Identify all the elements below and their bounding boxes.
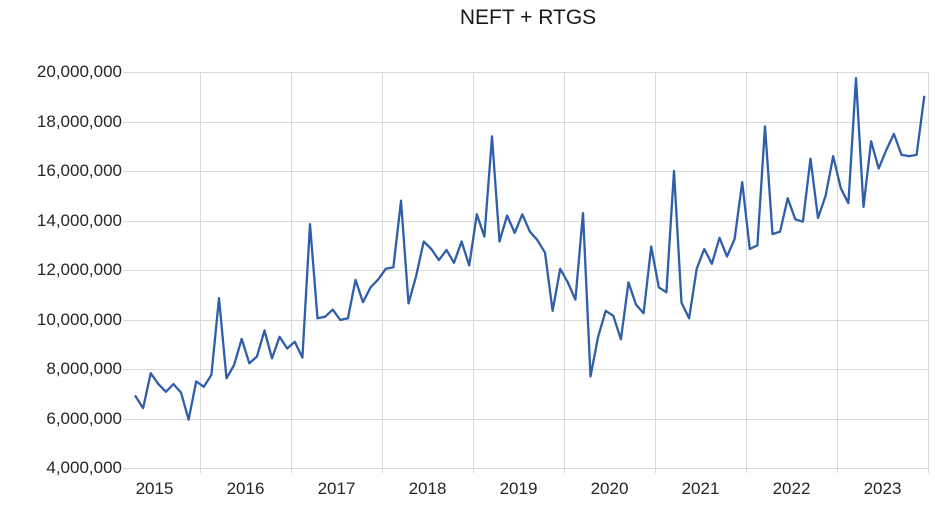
x-tick-label: 2015 (135, 479, 174, 498)
y-tick-label: 8,000,000 (46, 359, 122, 378)
y-tick-label: 16,000,000 (36, 161, 122, 180)
y-tick-label: 6,000,000 (46, 408, 122, 428)
y-tick-label: 12,000,000 (36, 260, 122, 279)
x-tick-label: 2019 (499, 479, 538, 498)
y-tick-label: 18,000,000 (36, 111, 122, 131)
y-tick-label: 10,000,000 (36, 309, 122, 329)
x-tick-label: 2022 (772, 479, 811, 498)
chart-title: NEFT + RTGS (459, 6, 597, 29)
x-tick-label: 2023 (863, 479, 902, 498)
neft-rtgs-series-line (134, 77, 926, 421)
x-tick-label: 2020 (590, 479, 629, 498)
y-tick-label: 14,000,000 (36, 210, 122, 230)
x-tick-label: 2016 (226, 479, 265, 498)
x-tick-label: 2017 (317, 479, 356, 498)
x-tick-label: 2018 (408, 479, 447, 498)
x-tick-label: 2021 (681, 479, 720, 498)
y-tick-label: 4,000,000 (46, 458, 122, 477)
y-tick-label: 20,000,000 (36, 62, 122, 81)
